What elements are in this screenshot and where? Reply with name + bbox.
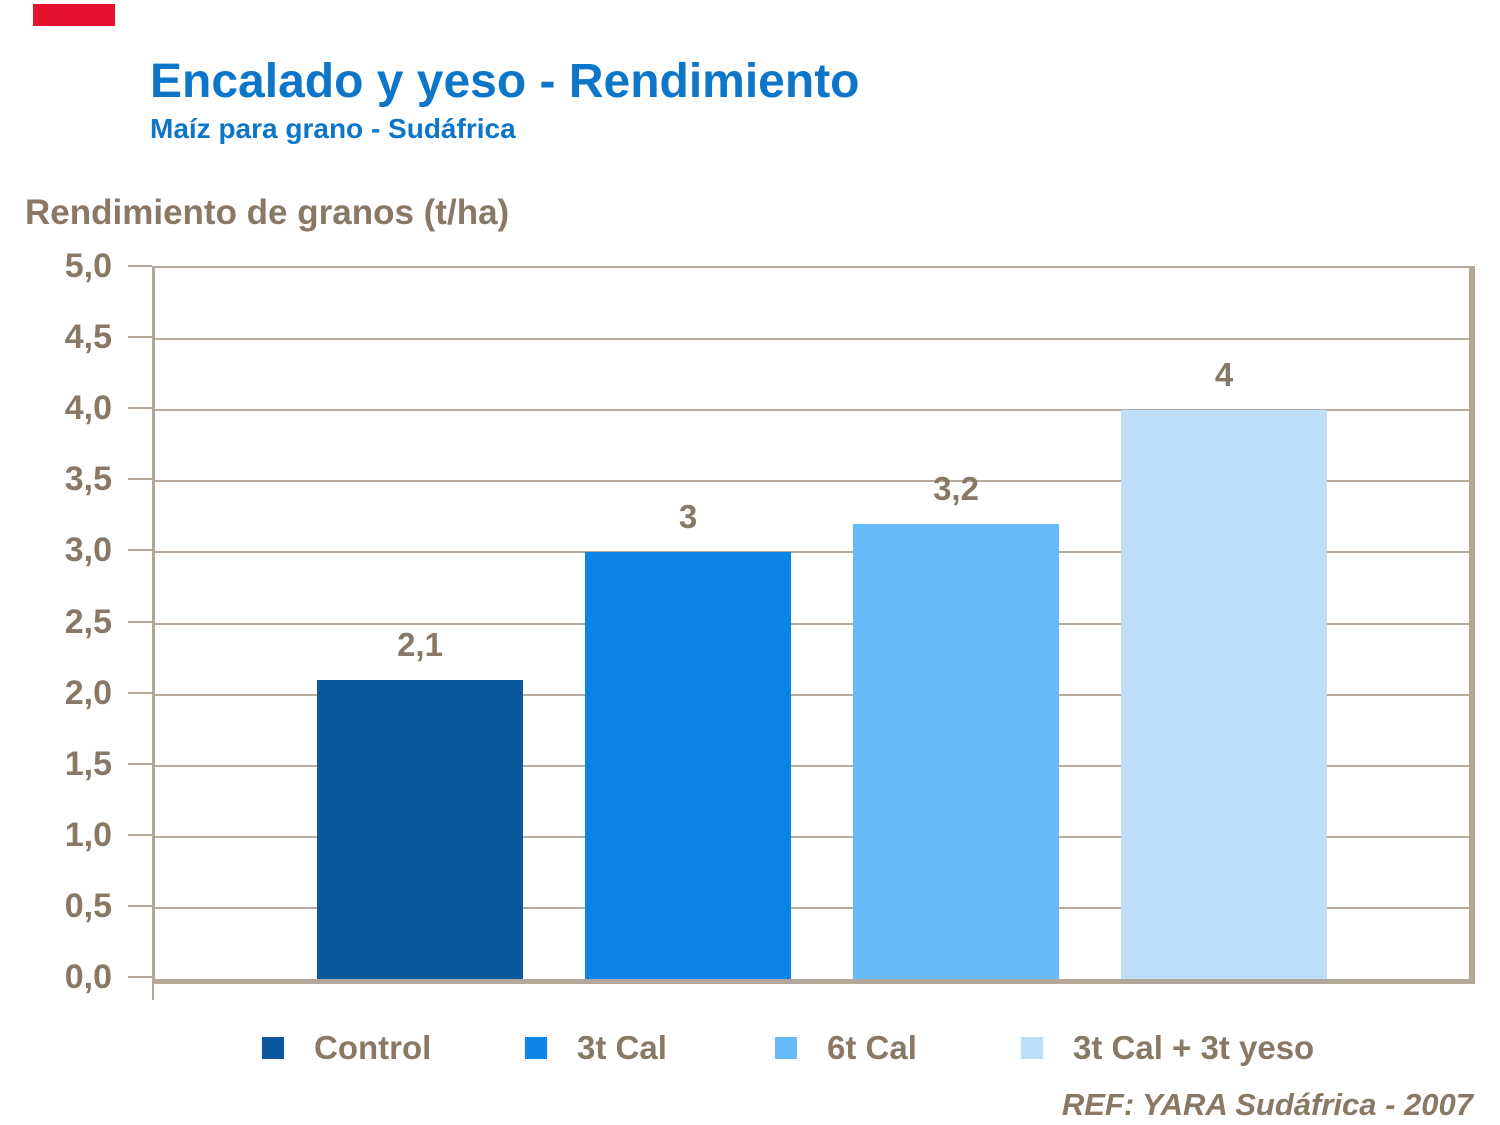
y-tick-label: 2,0 [64, 673, 112, 712]
gridline [155, 551, 1469, 554]
y-tick-label: 0,5 [64, 886, 112, 925]
y-tick-mark [128, 833, 152, 836]
legend-swatch [1021, 1037, 1043, 1059]
bar-value-label: 2,1 [397, 626, 443, 663]
y-tick-mark [128, 549, 152, 552]
gridline [155, 409, 1469, 412]
gridline [155, 622, 1469, 625]
y-tick-label: 4,5 [64, 318, 112, 357]
y-tick-mark [128, 904, 152, 907]
bar-3t-cal-3t-yeso [1121, 410, 1327, 979]
legend-label: 6t Cal [827, 1029, 917, 1066]
legend-swatch [775, 1037, 797, 1059]
accent-bar [33, 4, 115, 26]
y-tick-label: 0,0 [64, 958, 112, 996]
reference-text: REF: YARA Sudáfrica - 2007 [1061, 1087, 1473, 1122]
y-tick-mark [128, 976, 152, 978]
gridline [155, 480, 1469, 483]
bar-3t-cal [585, 552, 791, 979]
y-tick-mark [128, 336, 152, 339]
y-tick-label: 3,5 [64, 460, 112, 499]
y-tick-mark [128, 691, 152, 694]
y-tick-mark [128, 265, 152, 267]
y-tick-label: 2,5 [64, 602, 112, 641]
bar-value-label: 4 [1214, 356, 1234, 393]
plot-area: 2,1 3 3,2 4 [152, 266, 1475, 984]
y-tick-mark [128, 478, 152, 481]
y-tick-mark [128, 407, 152, 410]
gridline [155, 906, 1469, 909]
legend-item-control: Control [262, 1026, 431, 1070]
gridline [155, 693, 1469, 696]
y-tick-mark [128, 762, 152, 765]
y-tick-mark [128, 620, 152, 623]
x-axis-origin-tick [152, 982, 154, 1000]
y-tick-label: 1,0 [64, 815, 112, 854]
bar-control [317, 680, 523, 979]
gridline [155, 835, 1469, 838]
y-tick-label: 3,0 [64, 531, 112, 570]
slide-title: Encalado y yeso - Rendimiento [150, 55, 860, 108]
legend-label: 3t Cal [577, 1029, 667, 1066]
legend-swatch [525, 1037, 547, 1059]
y-tick-label: 4,0 [64, 389, 112, 428]
y-tick-label: 1,5 [64, 744, 112, 783]
bar-6t-cal [853, 524, 1059, 979]
legend-item-6t-cal: 6t Cal [775, 1026, 917, 1070]
legend-label: 3t Cal + 3t yeso [1073, 1029, 1315, 1066]
legend-swatch [262, 1037, 284, 1059]
legend-label: Control [314, 1029, 432, 1066]
bar-value-label: 3 [678, 498, 698, 535]
y-axis-title: Rendimiento de granos (t/ha) [25, 193, 510, 232]
gridline [155, 764, 1469, 767]
y-tick-label: 5,0 [64, 247, 112, 285]
bar-value-label: 3,2 [933, 470, 979, 507]
slide-subtitle: Maíz para grano - Sudáfrica [150, 113, 516, 144]
gridline [155, 338, 1469, 341]
legend-item-3t-cal: 3t Cal [525, 1026, 667, 1070]
legend-item-3t-cal-3t-yeso: 3t Cal + 3t yeso [1021, 1026, 1314, 1070]
